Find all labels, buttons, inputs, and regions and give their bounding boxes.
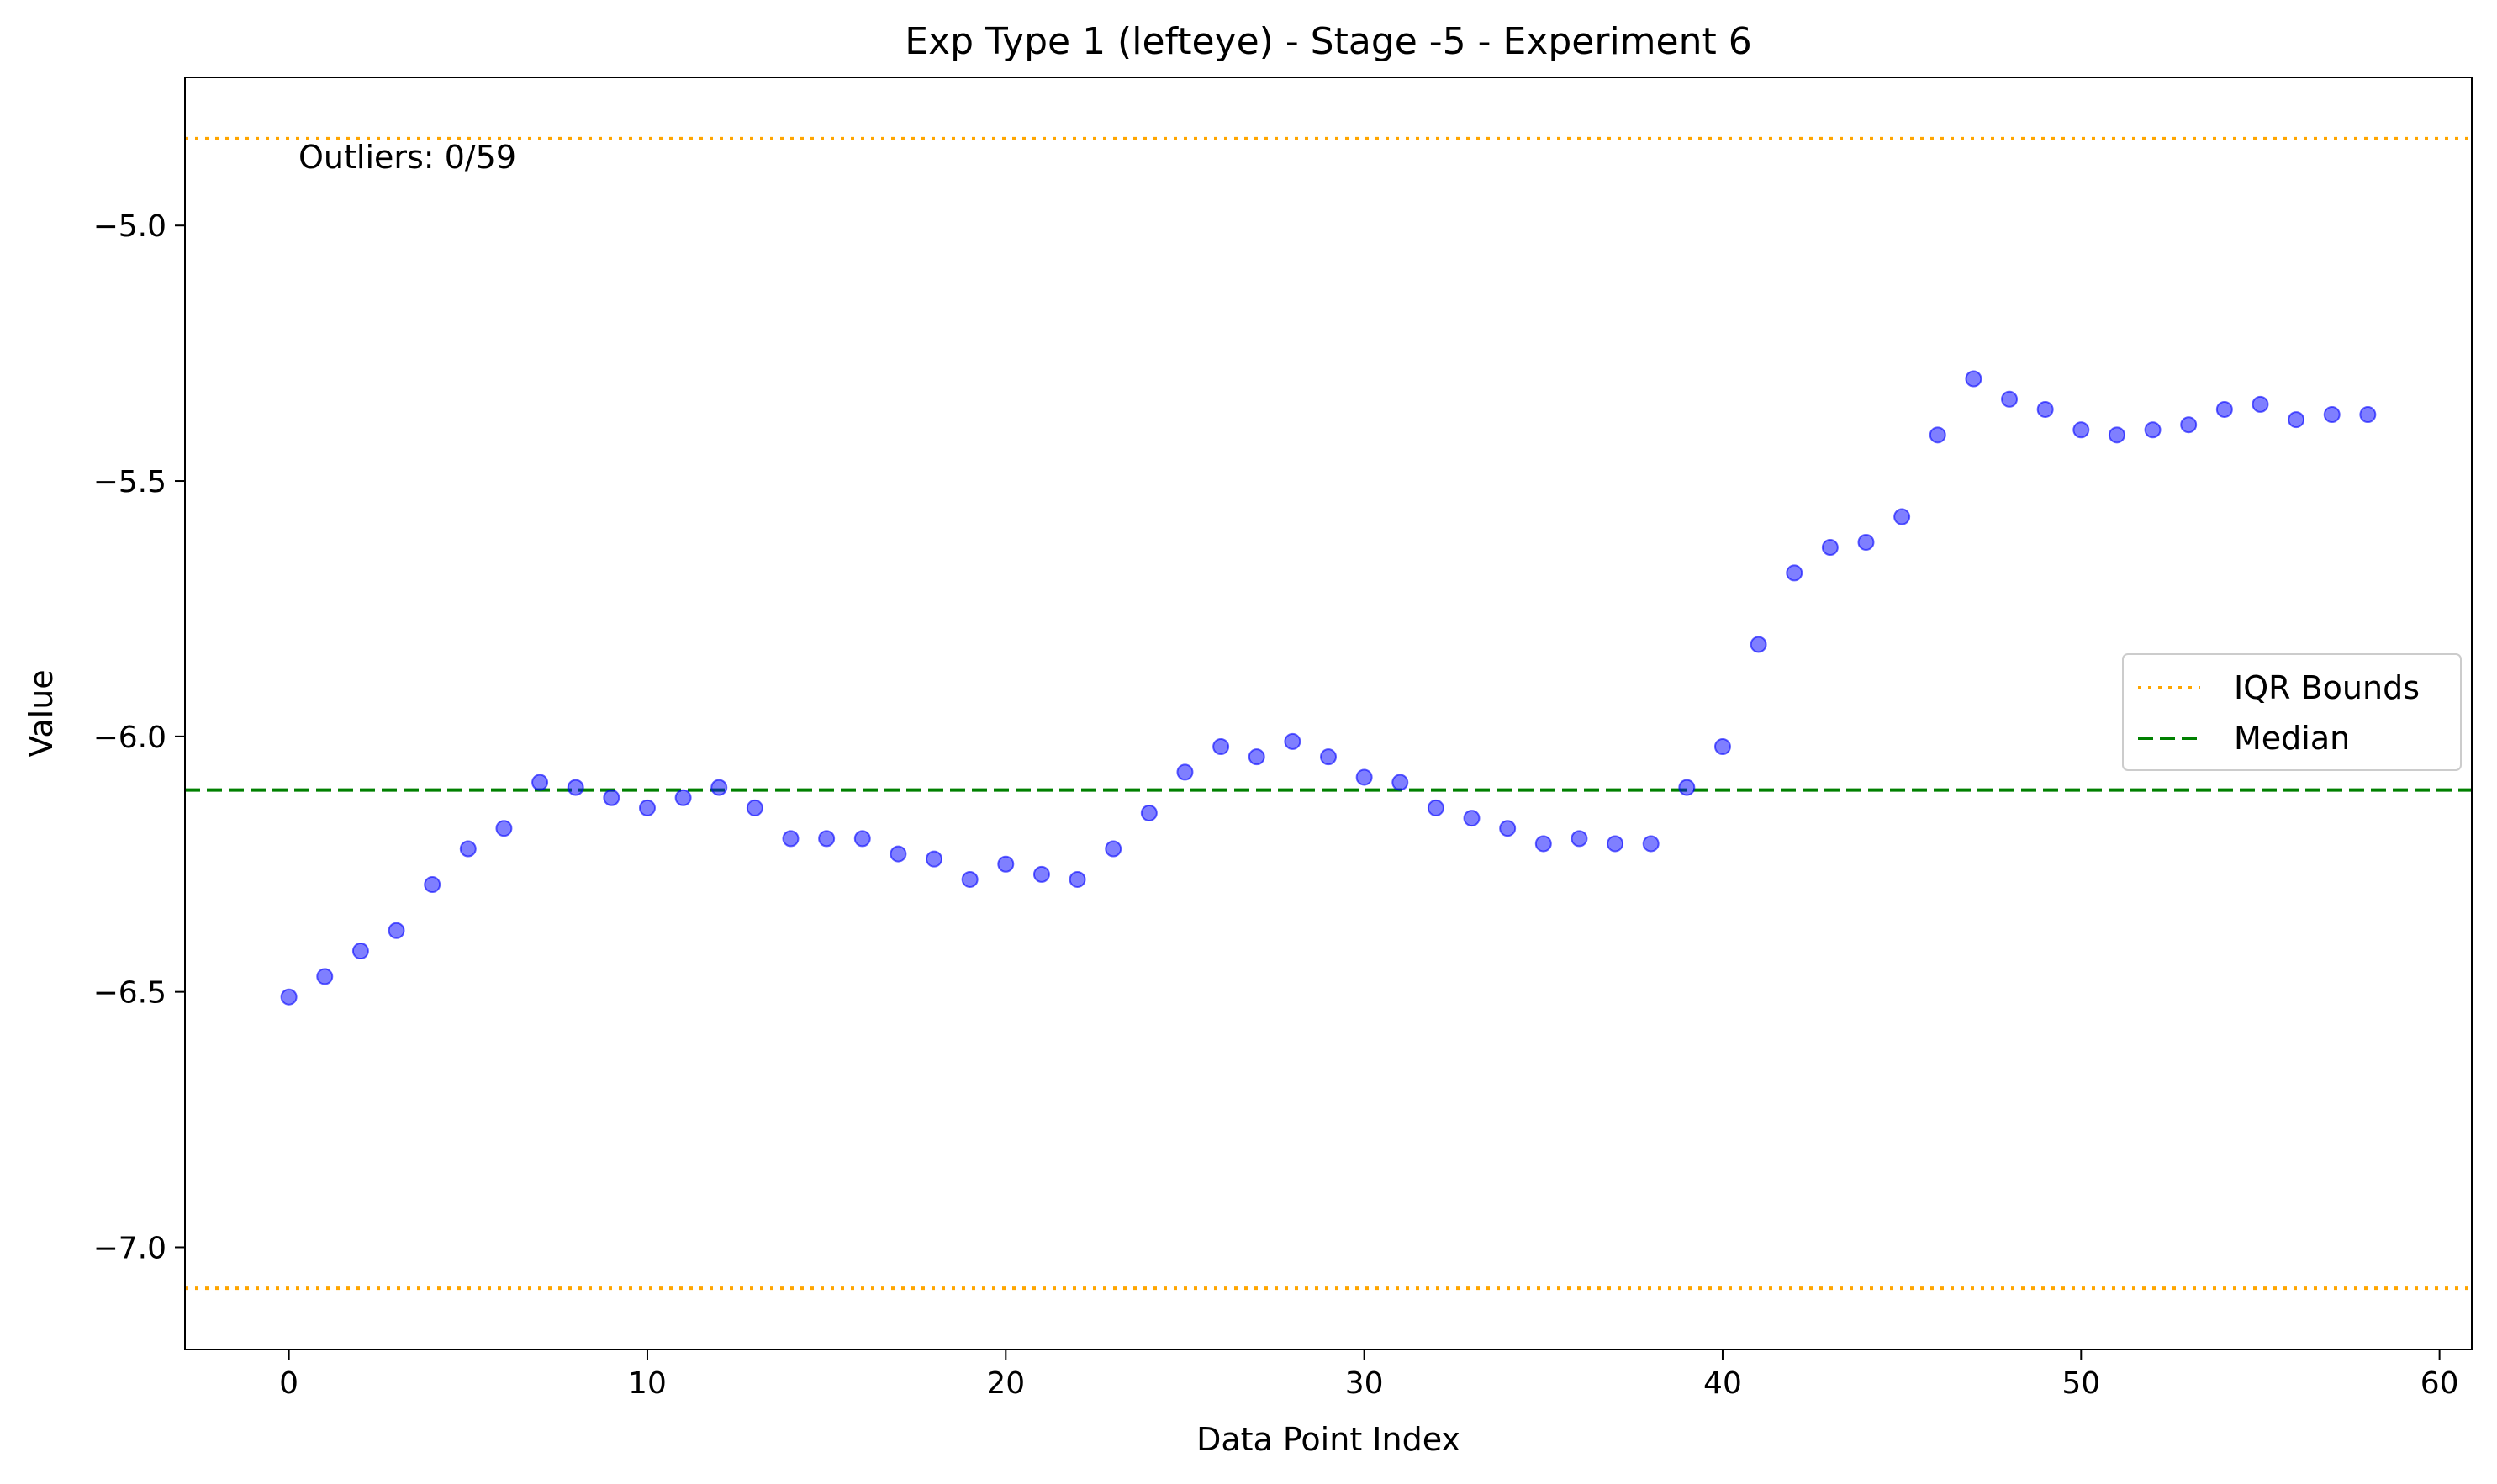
- data-point: [2036, 400, 2054, 418]
- data-point: [280, 988, 298, 1006]
- data-point: [351, 943, 369, 960]
- data-point: [638, 799, 656, 816]
- data-point: [567, 779, 584, 796]
- data-point: [1463, 810, 1481, 827]
- data-point: [2108, 426, 2125, 444]
- x-tick-label: 60: [2420, 1366, 2459, 1401]
- outliers-annotation: Outliers: 0/59: [298, 139, 516, 176]
- y-tick-label: −6.5: [93, 976, 166, 1011]
- data-point: [926, 850, 943, 868]
- y-tick-label: −5.5: [93, 465, 166, 499]
- data-point: [424, 876, 441, 894]
- y-tick-label: −7.0: [93, 1231, 166, 1265]
- data-point: [1320, 748, 1337, 766]
- reference-lines: [185, 136, 2472, 1291]
- data-point: [2288, 411, 2305, 429]
- data-point: [961, 870, 979, 888]
- chart-title: Exp Type 1 (lefteye) - Stage -5 - Experi…: [905, 20, 1751, 63]
- data-point: [1248, 748, 1265, 766]
- y-tick-label: −6.0: [93, 721, 166, 755]
- data-point: [674, 789, 692, 806]
- data-point: [1642, 835, 1660, 853]
- data-point: [2252, 395, 2269, 413]
- data-point: [746, 799, 763, 816]
- data-point: [388, 922, 405, 939]
- plot-frame: [184, 77, 2473, 1350]
- data-point: [1355, 768, 1373, 786]
- data-point: [1821, 539, 1839, 557]
- data-point: [2072, 421, 2090, 439]
- data-point: [1786, 564, 1803, 582]
- data-point: [531, 774, 549, 791]
- data-point: [1105, 840, 1122, 858]
- legend-box: [2122, 653, 2462, 771]
- data-point: [1140, 804, 1158, 821]
- data-point: [1212, 737, 1230, 755]
- x-tick-label: 30: [1345, 1366, 1384, 1401]
- legend: IQR Bounds Median: [2122, 653, 2462, 771]
- x-tick-label: 40: [1703, 1366, 1742, 1401]
- data-point: [2215, 400, 2233, 418]
- data-point: [1607, 835, 1624, 853]
- x-tick-label: 0: [279, 1366, 298, 1401]
- legend-label: IQR Bounds: [2234, 669, 2420, 706]
- data-points: [280, 370, 2377, 1006]
- data-point: [1678, 779, 1696, 796]
- data-point: [1893, 508, 1911, 525]
- data-point: [1284, 732, 1301, 750]
- x-tick-label: 10: [628, 1366, 667, 1401]
- y-tick-label: −5.0: [93, 209, 166, 244]
- x-axis-label: Data Point Index: [1196, 1421, 1460, 1458]
- data-point: [1534, 835, 1552, 853]
- data-point: [316, 968, 334, 985]
- data-point: [2180, 416, 2198, 434]
- data-point: [1032, 865, 1050, 883]
- data-point: [818, 830, 836, 848]
- data-point: [782, 830, 800, 848]
- data-point: [2323, 406, 2341, 424]
- x-axis: 0 10 20 30 40 50 60: [279, 1349, 2459, 1401]
- data-point: [1427, 799, 1444, 816]
- data-point: [890, 845, 907, 863]
- data-point: [1571, 830, 1588, 848]
- data-point: [1713, 737, 1731, 755]
- data-point: [1176, 763, 1194, 781]
- data-point: [2359, 406, 2377, 424]
- data-point: [2144, 421, 2162, 439]
- data-point: [853, 830, 871, 848]
- data-point: [1857, 533, 1875, 551]
- data-point: [710, 779, 728, 796]
- data-point: [1069, 870, 1086, 888]
- y-axis-label: Value: [23, 669, 60, 757]
- data-point: [1929, 426, 1946, 444]
- data-point: [1499, 820, 1517, 837]
- y-axis: −7.0 −6.5 −6.0 −5.5 −5.0: [93, 209, 185, 1265]
- data-point: [997, 855, 1015, 873]
- x-tick-label: 50: [2061, 1366, 2100, 1401]
- data-point: [495, 820, 513, 837]
- legend-label: Median: [2234, 720, 2350, 757]
- data-point: [1391, 774, 1409, 791]
- data-point: [459, 840, 477, 858]
- data-point: [2001, 390, 2019, 408]
- data-point: [1965, 370, 1982, 388]
- data-point: [603, 789, 620, 806]
- x-tick-label: 20: [986, 1366, 1025, 1401]
- data-point: [1750, 636, 1767, 653]
